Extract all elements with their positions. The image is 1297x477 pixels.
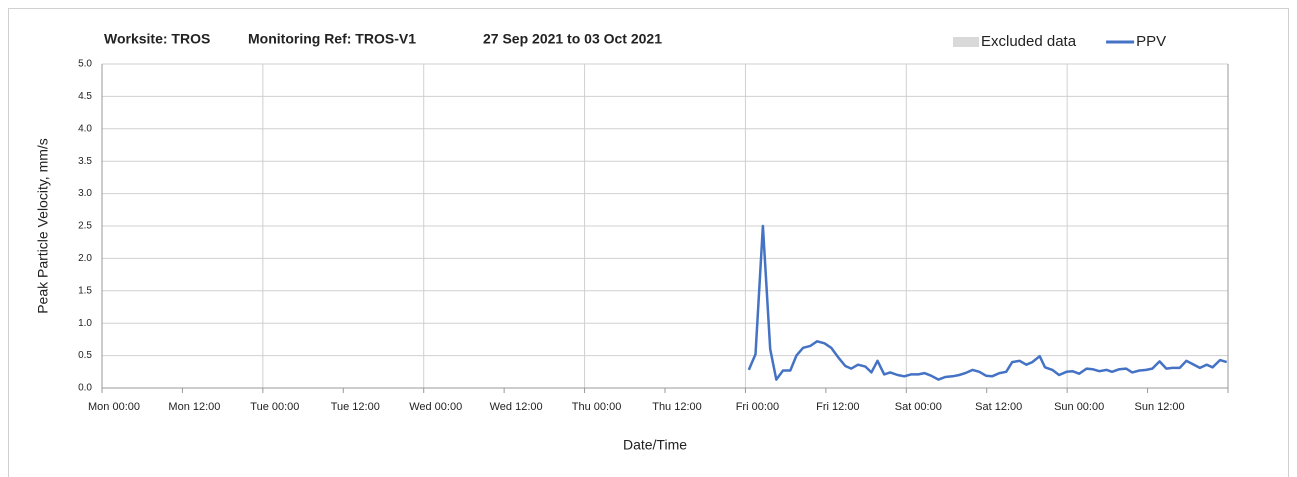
x-tick-label: Sun 00:00: [1054, 401, 1104, 413]
x-axis-label: Date/Time: [623, 437, 687, 453]
x-tick-label: Tue 12:00: [331, 401, 380, 413]
ppv-line: [747, 224, 1228, 381]
chart-reference: Monitoring Ref: TROS-V1: [248, 31, 416, 47]
y-axis-label: Peak Particle Velocity, mm/s: [35, 138, 51, 314]
y-tick-label: 4.0: [78, 123, 92, 134]
x-tick-label: Sat 12:00: [975, 401, 1022, 413]
y-tick-label: 0.0: [78, 383, 92, 394]
x-tick-label: Tue 00:00: [250, 401, 299, 413]
y-tick-label: 3.0: [78, 188, 92, 199]
y-tick-label: 2.5: [78, 221, 92, 232]
legend-swatch: [953, 37, 979, 47]
x-tick-label: Mon 12:00: [168, 401, 220, 413]
x-tick-label: Sat 00:00: [895, 401, 942, 413]
x-tick-label: Thu 00:00: [572, 401, 622, 413]
x-tick-label: Sun 12:00: [1134, 401, 1184, 413]
x-tick-label: Wed 12:00: [490, 401, 543, 413]
y-tick-label: 1.5: [78, 285, 92, 296]
y-tick-label: 0.5: [78, 350, 92, 361]
legend-label: Excluded data: [981, 33, 1077, 50]
y-tick-label: 3.5: [78, 156, 92, 167]
chart-period: 27 Sep 2021 to 03 Oct 2021: [483, 31, 662, 47]
legend-label: PPV: [1136, 33, 1166, 50]
x-tick-label: Thu 12:00: [652, 401, 702, 413]
y-tick-label: 2.0: [78, 253, 92, 264]
chart-title: Worksite: TROS: [104, 31, 210, 47]
y-tick-label: 1.0: [78, 318, 92, 329]
x-tick-label: Fri 00:00: [736, 401, 779, 413]
frame: [8, 8, 1289, 477]
x-tick-label: Fri 12:00: [816, 401, 859, 413]
y-tick-label: 4.5: [78, 91, 92, 102]
x-tick-label: Mon 00:00: [88, 401, 140, 413]
x-tick-label: Wed 00:00: [409, 401, 462, 413]
y-tick-label: 5.0: [78, 59, 92, 70]
